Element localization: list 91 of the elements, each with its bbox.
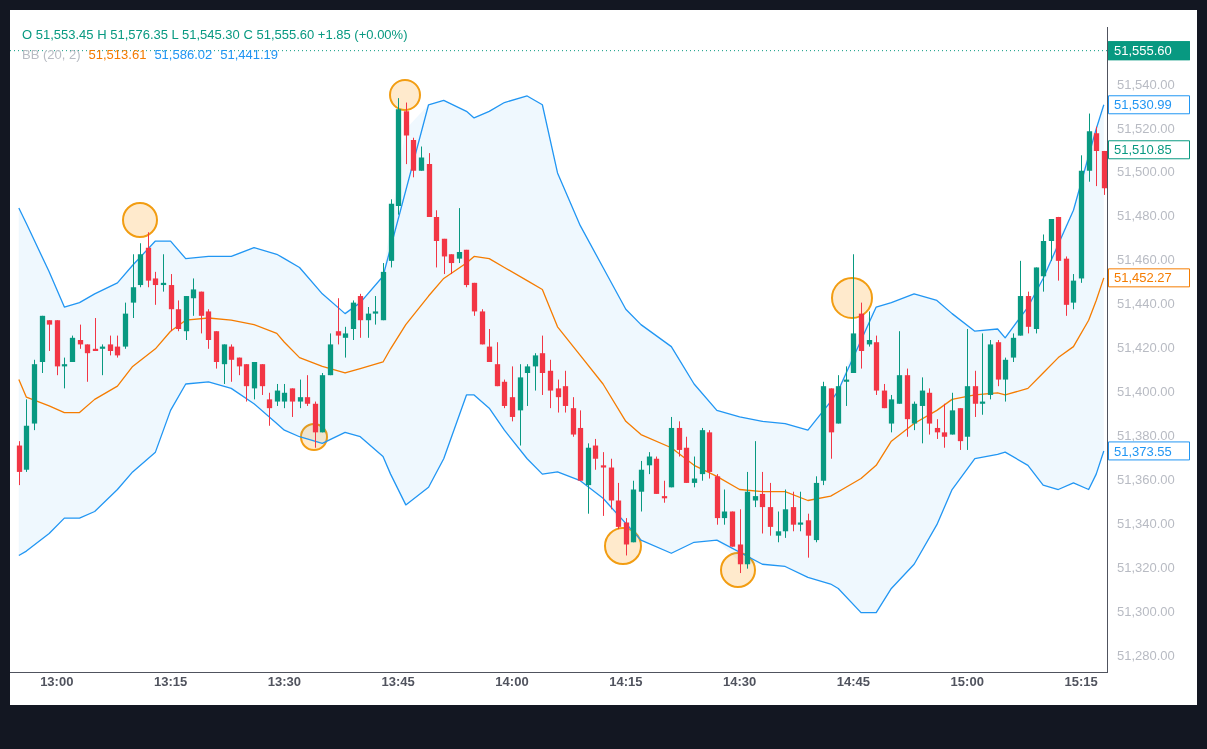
candlestick — [790, 491, 797, 532]
candlestick — [281, 383, 288, 409]
candlestick — [539, 335, 546, 396]
x-tick-label: 13:00 — [40, 674, 74, 690]
candlestick — [190, 277, 197, 317]
candlestick — [228, 343, 235, 383]
candlestick — [592, 438, 599, 471]
candlestick — [911, 401, 918, 431]
ref-line-label: 51,555.60 — [1114, 43, 1172, 59]
candlestick — [782, 489, 789, 539]
candlestick — [152, 271, 159, 306]
candlestick — [638, 460, 645, 512]
candlestick — [221, 343, 228, 385]
candlestick — [737, 508, 744, 574]
candlestick — [555, 379, 562, 414]
y-tick-label: 51,360.00 — [1117, 472, 1175, 488]
x-tick-label: 14:30 — [722, 674, 757, 690]
data-label: 51,530.99 — [1114, 97, 1172, 113]
x-tick-label: 13:30 — [267, 674, 301, 690]
candlestick — [175, 299, 182, 332]
candlestick — [881, 383, 888, 409]
candlestick — [759, 471, 766, 534]
y-tick-label: 51,460.00 — [1117, 252, 1175, 268]
candlestick — [486, 328, 493, 363]
x-tick-label: 14:00 — [495, 674, 529, 690]
candlestick — [441, 238, 448, 275]
annotation: O 51,553.45 H 51,576.35 L 51,545.30 C 51,555.60 +1.85 (+0.00%) — [22, 26, 408, 44]
candlestick — [1070, 273, 1077, 310]
y-tick-label: 51,420.00 — [1117, 340, 1175, 356]
y-tick-label: 51,400.00 — [1117, 384, 1175, 400]
candlestick — [547, 359, 554, 409]
candlestick — [297, 379, 304, 409]
y-tick-label: 51,300.00 — [1117, 604, 1175, 620]
candlestick — [130, 253, 137, 319]
candlestick — [532, 352, 539, 392]
candlestick — [752, 440, 759, 508]
x-tick-label: 13:45 — [381, 674, 415, 690]
y-tick-label: 51,380.00 — [1117, 428, 1175, 444]
candlestick — [84, 343, 91, 383]
candlestick — [304, 374, 311, 407]
candlestick — [107, 335, 114, 356]
candlestick — [456, 207, 463, 264]
y-tick-label: 51,340.00 — [1117, 516, 1175, 532]
candlestick — [805, 513, 812, 559]
text: 51,510.85 — [1114, 142, 1172, 158]
candlestick — [919, 376, 926, 444]
candlestick — [372, 295, 379, 326]
candlestick — [775, 511, 782, 543]
x-tick-label: 13:15 — [153, 674, 188, 690]
y-tick-label: 51,480.00 — [1117, 208, 1175, 224]
y-tick-label: 51,440.00 — [1117, 296, 1175, 312]
x-tick-label: 14:45 — [836, 674, 871, 690]
candlestick — [342, 326, 349, 359]
candlestick — [600, 451, 607, 517]
annotation: 51,513.61 — [88, 47, 147, 62]
candlestick — [1093, 126, 1100, 187]
y-tick-label: 51,500.00 — [1117, 164, 1175, 180]
candlestick — [1048, 218, 1055, 262]
candlestick — [1010, 332, 1017, 363]
candlestick — [1002, 357, 1009, 403]
data-label: 51,452.27 — [1114, 270, 1172, 286]
candlestick — [274, 383, 281, 407]
candlestick — [266, 392, 273, 427]
candlestick — [767, 482, 774, 537]
y-tick-label: 51,520.00 — [1117, 120, 1175, 136]
candlestick — [259, 363, 266, 396]
x-tick-label: 15:00 — [950, 674, 984, 690]
candlestick — [941, 403, 948, 449]
candlestick — [243, 363, 250, 403]
x-tick-label: 15:15 — [1064, 674, 1098, 690]
candlestick — [418, 146, 425, 172]
y-tick-label: 51,280.00 — [1117, 648, 1175, 664]
candlestick — [46, 319, 53, 352]
y-tick-label: 51,320.00 — [1117, 560, 1175, 576]
candlestick — [562, 370, 569, 414]
x-tick-label: 14:15 — [609, 674, 643, 690]
annotation: 51,586.02 — [154, 47, 213, 62]
candlestick — [524, 363, 531, 407]
candlestick — [509, 365, 516, 422]
candlestick — [972, 370, 979, 418]
candlestick — [335, 297, 342, 345]
candlestick — [289, 387, 296, 418]
annotation: 51,441.19 — [220, 47, 279, 62]
candlestick — [623, 517, 630, 556]
candlestick — [797, 491, 804, 532]
y-tick-label: 51,540.00 — [1117, 76, 1175, 92]
annotation: BB (20, 2) — [22, 47, 81, 62]
candlestick — [448, 253, 455, 275]
candlestick — [676, 420, 683, 458]
data-label: 51,373.55 — [1114, 443, 1172, 459]
candlestick — [494, 341, 501, 387]
